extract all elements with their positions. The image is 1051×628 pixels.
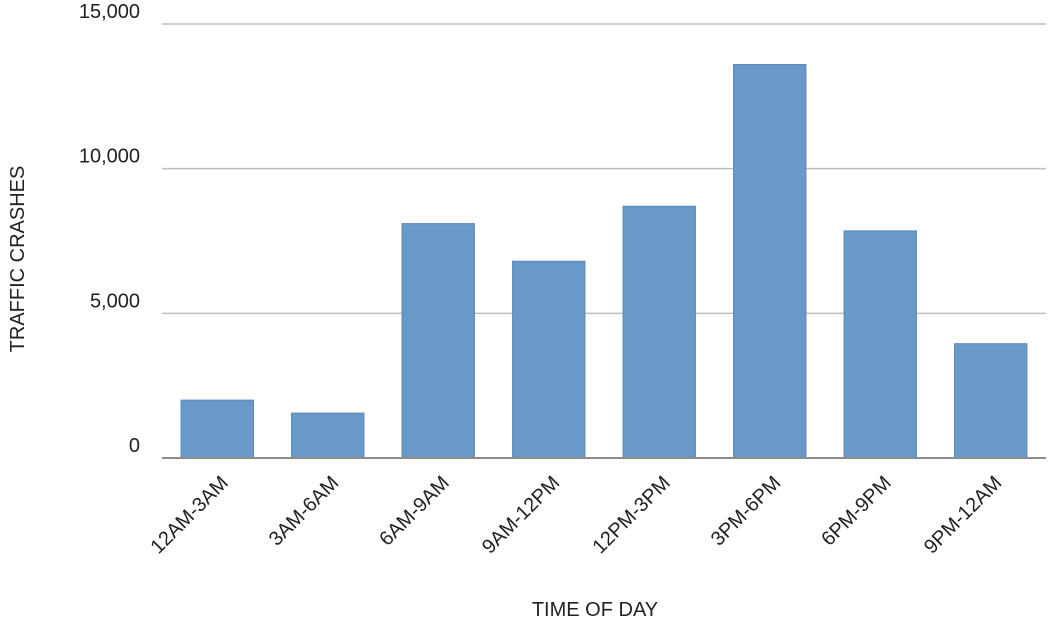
y-tick-label: 0 xyxy=(129,435,140,457)
x-tick-label: 9PM-12AM xyxy=(920,472,1006,558)
x-tick-label: 6AM-9AM xyxy=(375,472,453,550)
bar xyxy=(291,412,365,459)
bar xyxy=(180,399,254,459)
y-tick-label: 15,000 xyxy=(79,1,140,23)
y-axis-title: TRAFFIC CRASHES xyxy=(7,166,29,353)
bar xyxy=(622,205,696,459)
x-axis-title: TIME OF DAY xyxy=(532,599,658,621)
y-axis-ticks: 0 5,000 10,000 15,000 xyxy=(79,1,140,457)
x-tick-label: 9AM-12PM xyxy=(478,472,564,558)
x-tick-label: 12PM-3PM xyxy=(588,472,674,558)
bar xyxy=(954,343,1028,459)
x-tick-label: 6PM-9PM xyxy=(817,472,895,550)
x-tick-label: 12AM-3AM xyxy=(146,472,232,558)
bar xyxy=(843,230,917,459)
x-axis-ticks: 12AM-3AM 3AM-6AM 6AM-9AM 9AM-12PM 12PM-3PM 3P… xyxy=(146,472,1006,558)
y-tick-label: 5,000 xyxy=(90,290,140,312)
bar xyxy=(401,223,475,459)
y-tick-label: 10,000 xyxy=(79,146,140,168)
bar xyxy=(512,260,586,459)
bars xyxy=(180,64,1028,459)
x-tick-label: 3AM-6AM xyxy=(265,472,343,550)
x-tick-label: 3PM-6PM xyxy=(707,472,785,550)
bar xyxy=(733,64,807,459)
